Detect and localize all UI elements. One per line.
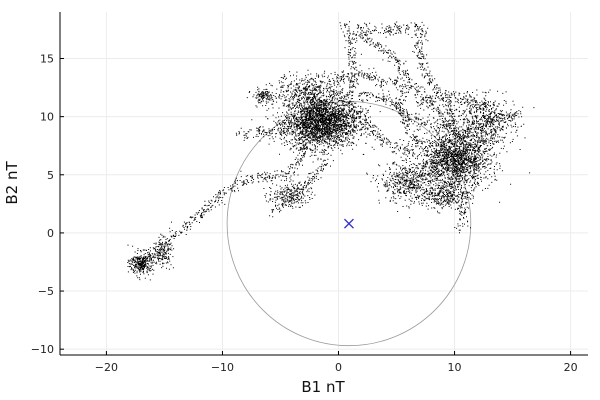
y-tick-label: 10 — [40, 111, 54, 124]
data-points — [127, 21, 534, 280]
grid-lines — [60, 12, 588, 355]
x-tick-label: −20 — [95, 361, 118, 374]
x-tick-label: −10 — [211, 361, 234, 374]
y-tick-label: −10 — [31, 343, 54, 356]
center-marker-layer — [344, 219, 353, 228]
y-tick-label: −5 — [38, 285, 54, 298]
x-tick-label: 10 — [448, 361, 462, 374]
y-tick-label: 5 — [47, 169, 54, 182]
y-tick-label: 0 — [47, 227, 54, 240]
x-axis-title: B1 nT — [301, 378, 345, 396]
y-axis-title: B2 nT — [3, 161, 21, 205]
x-tick-label: 20 — [564, 361, 578, 374]
y-tick-label: 15 — [40, 53, 54, 66]
data-points-layer — [127, 21, 534, 280]
x-tick-label: 0 — [335, 361, 342, 374]
axes — [60, 12, 588, 355]
center-x-marker — [344, 219, 353, 228]
